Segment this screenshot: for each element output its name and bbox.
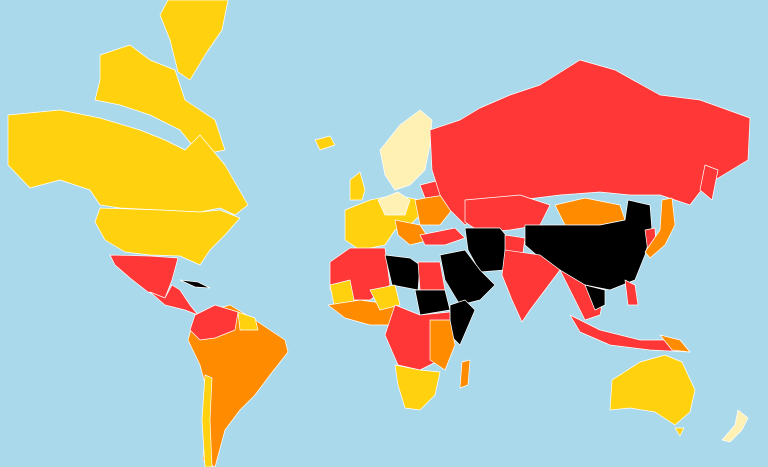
chile[interactable] — [201, 374, 213, 467]
india[interactable] — [501, 249, 561, 323]
japan[interactable] — [644, 197, 676, 259]
new-zealand[interactable] — [721, 409, 749, 443]
arabian-peninsula[interactable] — [439, 249, 496, 306]
tasmania[interactable] — [674, 427, 685, 437]
iceland[interactable] — [314, 135, 336, 151]
canada-alaska[interactable] — [7, 109, 249, 216]
balkans[interactable] — [394, 219, 431, 246]
philippines[interactable] — [624, 279, 639, 306]
egypt[interactable] — [417, 261, 446, 291]
cuba[interactable] — [179, 279, 211, 289]
southern-africa[interactable] — [394, 364, 441, 411]
russia[interactable] — [429, 59, 751, 226]
australia[interactable] — [609, 354, 696, 426]
uk-ireland[interactable] — [349, 171, 366, 201]
central-europe[interactable] — [377, 191, 411, 216]
south-america[interactable] — [187, 304, 289, 467]
vietnam-laos[interactable] — [584, 284, 606, 311]
turkey[interactable] — [419, 227, 466, 246]
madagascar[interactable] — [459, 359, 471, 389]
venezuela-colombia[interactable] — [189, 304, 239, 341]
scandinavia[interactable] — [379, 109, 433, 191]
united-states[interactable] — [94, 207, 241, 266]
guianas[interactable] — [237, 311, 259, 331]
kamchatka[interactable] — [699, 164, 719, 201]
papua[interactable] — [659, 334, 691, 353]
niger-chad[interactable] — [369, 284, 401, 311]
greenland[interactable] — [159, 0, 229, 81]
central-america[interactable] — [149, 284, 199, 316]
east-africa[interactable] — [429, 319, 456, 371]
